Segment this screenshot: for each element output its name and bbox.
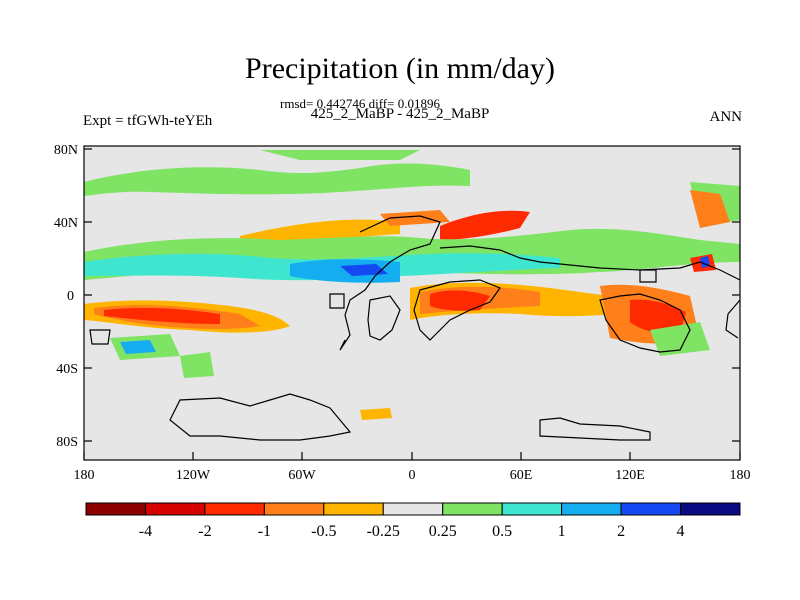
contour-blue-sw [120,340,156,354]
lon-label: 120W [176,468,211,483]
continent-outlines [89,215,740,441]
contour-red-south [104,307,220,324]
contour-orange-ne [690,190,730,228]
lon-label: 180 [730,468,751,483]
colorbar-label: -4 [139,523,152,540]
colorbar-swatch [620,502,682,516]
colorbar-swatch [501,502,563,516]
contour-red-atlantic [430,290,490,311]
colorbar-swatch [204,502,265,516]
colorbar-label: -0.5 [311,523,336,540]
lon-label: 60E [510,468,533,483]
contour-green-se [650,322,710,356]
colorbar-label: 2 [617,523,625,540]
season-label: ANN [709,109,743,125]
colorbar-label: 0.25 [429,523,457,540]
lat-label: 80N [54,143,78,158]
colorbar-label: -2 [198,523,211,540]
contour-yellow-small [360,408,392,420]
colorbar-label: 0.5 [492,523,512,540]
colorbar-swatch [144,502,206,516]
lat-label: 0 [67,289,74,304]
lon-label: 120E [615,468,645,483]
lat-label: 40N [54,216,78,231]
colorbar-swatch [323,502,384,516]
contour-red-north [440,210,530,240]
colorbar: -4 -2 -1 -0.5 -0.25 0.25 0.5 1 2 4 [85,502,741,540]
colorbar-swatch [680,502,741,516]
colorbar-swatch [382,502,444,516]
lat-ticks [84,148,740,442]
lon-label: 60W [288,468,316,483]
lat-label: 40S [56,362,78,377]
experiment-label: Expt = tfGWh-teYEh [83,113,213,129]
lon-label: 180 [74,468,95,483]
colorbar-label: -0.25 [367,523,400,540]
precip-contours [84,150,740,441]
colorbar-label: 1 [558,523,566,540]
colorbar-swatch [263,502,325,516]
lat-label: 80S [56,435,78,450]
contour-green-arctic [260,150,420,160]
colorbar-swatch [442,502,503,516]
contour-red-indian [630,299,686,335]
case-line: 425_2_MaBP - 425_2_MaBP [310,106,490,122]
plot-title: Precipitation (in mm/day) [245,52,555,85]
contour-blue-core [340,264,388,276]
contour-orange-north [380,210,450,226]
colorbar-label: -1 [258,523,271,540]
stats-line: rmsd= 0.442746 diff= 0.01896 [280,96,440,111]
lon-label: 0 [409,468,416,483]
contour-green-north [84,163,470,196]
colorbar-swatch [561,502,622,516]
colorbar-swatch [85,502,146,516]
lon-ticks [83,452,741,460]
contour-yellow-north [240,219,400,246]
contour-green-s [180,352,214,378]
colorbar-label: 4 [677,523,685,540]
